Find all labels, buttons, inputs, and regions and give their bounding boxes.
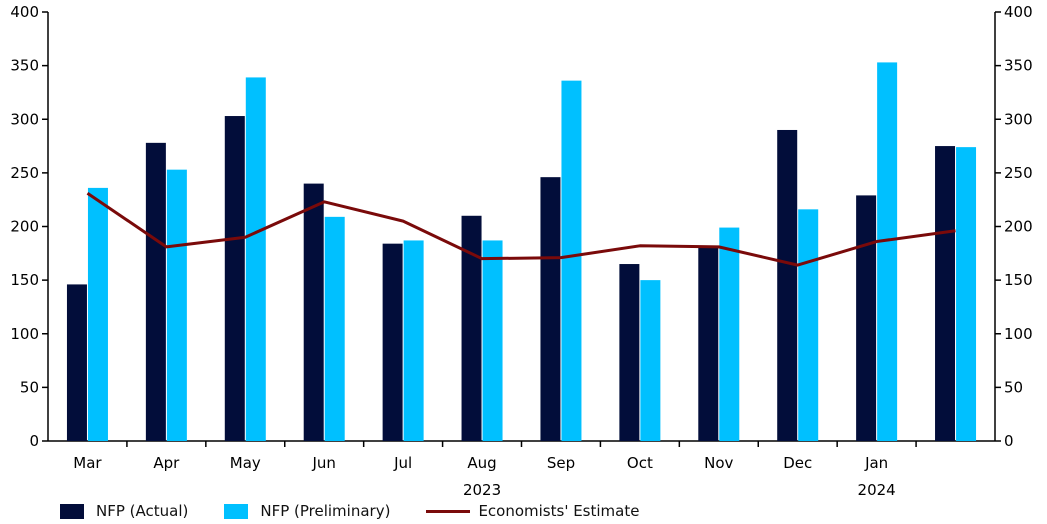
bar-actual xyxy=(935,146,956,441)
legend-item-actual: NFP (Actual) xyxy=(60,502,188,520)
bar-preliminary xyxy=(87,187,108,441)
y-tick-label-left: 150 xyxy=(10,271,39,289)
bar-preliminary xyxy=(561,80,582,441)
y-tick-label-left: 300 xyxy=(10,110,39,128)
bar-preliminary xyxy=(403,240,424,441)
bar-actual xyxy=(856,195,877,441)
x-tick-label: Aug xyxy=(467,454,496,472)
x-tick-label: Jul xyxy=(393,454,412,472)
legend-line-estimate xyxy=(426,509,471,513)
x-tick-label: Mar xyxy=(73,454,102,472)
nfp-chart: 0 0 50 50 100 100 150 150 200 200 250 250 300 300 350 3… xyxy=(10,3,1033,499)
y-tick-label-right: 300 xyxy=(1004,110,1033,128)
legend-label-estimate: Economists' Estimate xyxy=(478,502,640,520)
legend-label-preliminary: NFP (Preliminary) xyxy=(260,502,391,520)
bar-actual xyxy=(224,116,245,441)
x-tick-label: Nov xyxy=(704,454,733,472)
bar-actual xyxy=(66,284,87,441)
x-tick-label: Jun xyxy=(311,454,335,472)
x-tick-label: Sep xyxy=(547,454,575,472)
x-tick-label: Jan xyxy=(864,454,888,472)
y-tick-label-right: 350 xyxy=(1004,57,1033,75)
bar-preliminary xyxy=(166,169,187,441)
y-tick-label-right: 150 xyxy=(1004,271,1033,289)
legend-item-preliminary: NFP (Preliminary) xyxy=(224,502,390,520)
bar-preliminary xyxy=(245,77,266,442)
y-tick-label-left: 100 xyxy=(10,325,39,343)
y-tick-label-right: 200 xyxy=(1004,218,1033,236)
y-tick-label-left: 50 xyxy=(20,378,39,396)
x-tick-label: May xyxy=(230,454,261,472)
x-tick-label: Dec xyxy=(783,454,812,472)
bar-preliminary xyxy=(324,216,345,441)
y-tick-label-right: 50 xyxy=(1004,378,1023,396)
y-tick-label-right: 250 xyxy=(1004,164,1033,182)
y-tick-label-left: 400 xyxy=(10,3,39,21)
bar-actual xyxy=(698,245,719,441)
bar-preliminary xyxy=(719,227,740,441)
legend-label-actual: NFP (Actual) xyxy=(96,502,189,520)
bar-actual xyxy=(619,264,640,441)
year-label: 2023 xyxy=(463,481,501,499)
legend: NFP (Actual) NFP (Preliminary) Economist… xyxy=(60,500,675,522)
line-economists-estimate xyxy=(86,192,956,267)
year-label: 2024 xyxy=(858,481,896,499)
bar-preliminary xyxy=(798,209,819,441)
legend-item-estimate: Economists' Estimate xyxy=(426,502,639,520)
y-tick-label-left: 350 xyxy=(10,57,39,75)
x-tick-label: Apr xyxy=(153,454,180,472)
y-tick-label-right: 100 xyxy=(1004,325,1033,343)
bar-actual xyxy=(777,129,798,441)
y-tick-label-left: 0 xyxy=(29,432,39,450)
y-tick-label-left: 250 xyxy=(10,164,39,182)
y-tick-label-right: 0 xyxy=(1004,432,1014,450)
legend-swatch-preliminary xyxy=(224,503,249,519)
bar-actual xyxy=(461,215,482,441)
bar-preliminary xyxy=(640,280,661,441)
x-tick-label: Oct xyxy=(627,454,653,472)
bar-actual xyxy=(540,177,561,442)
bar-preliminary xyxy=(877,62,898,441)
bar-preliminary xyxy=(956,147,977,441)
bar-actual xyxy=(145,142,166,441)
legend-swatch-actual xyxy=(60,503,84,519)
bar-preliminary xyxy=(482,240,503,441)
bar-actual xyxy=(382,243,403,441)
y-tick-label-right: 400 xyxy=(1004,3,1033,21)
bar-actual xyxy=(303,183,324,441)
y-tick-label-left: 200 xyxy=(10,218,39,236)
